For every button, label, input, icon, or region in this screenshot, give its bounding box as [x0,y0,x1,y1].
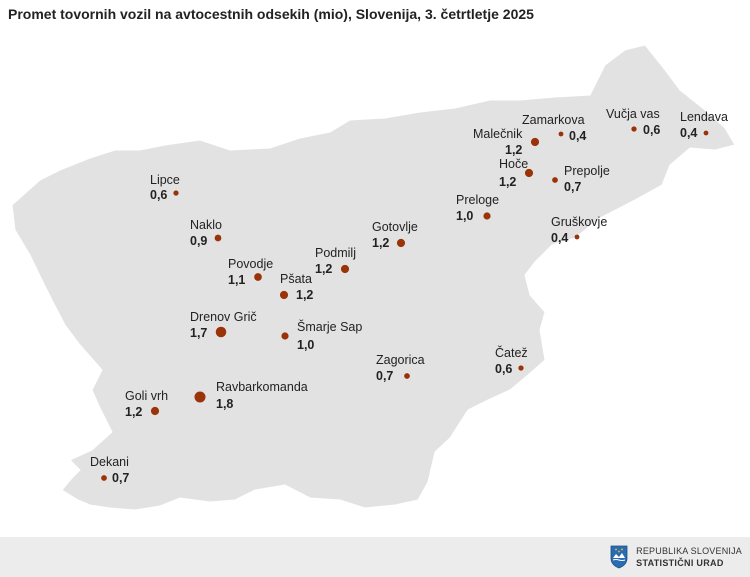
label-name-lipce: Lipce [150,173,180,187]
label-name-dekani: Dekani [90,455,129,469]
marker-povodje [254,273,262,281]
label-name-goli-vrh: Goli vrh [125,389,168,403]
marker-podmilj [340,264,350,274]
location-podmilj: Podmilj 1,2 [315,246,356,276]
marker-psata [279,290,289,300]
location-vucja-vas: Vučja vas 0,6 [606,107,660,137]
label-value-ravbarkomanda: 1,8 [216,397,233,411]
marker-prepolje [552,177,558,183]
marker-drenov-gric [215,326,227,338]
label-value-goli-vrh: 1,2 [125,405,142,419]
label-value-gotovlje: 1,2 [372,236,389,250]
label-name-povodje: Povodje [228,257,273,271]
location-prepolje: Prepolje 0,7 [552,164,610,194]
label-value-povodje: 1,1 [228,273,245,287]
marker-smarje-sap [281,332,289,340]
footer-bar: REPUBLIKA SLOVENIJA STATISTIČNI URAD [0,537,750,577]
label-name-catez: Čatež [495,345,528,360]
marker-hoce [524,168,534,178]
map-title: Promet tovornih vozil na avtocestnih ods… [8,6,534,22]
marker-vucja-vas [631,126,637,132]
label-name-lendava: Lendava [680,110,728,124]
label-value-psata: 1,2 [296,288,313,302]
marker-zagorica [404,373,410,379]
label-value-drenov-gric: 1,7 [190,326,207,340]
marker-zamarkova [558,131,564,137]
label-name-zamarkova: Zamarkova [522,113,585,127]
label-value-catez: 0,6 [495,362,512,376]
label-value-malecnik: 1,2 [505,143,522,157]
marker-gruskovje [574,234,580,240]
location-hoce: Hoče 1,2 [499,157,534,189]
slovenia-outline [11,44,736,511]
label-name-malecnik: Malečnik [473,127,523,141]
logo-line1: REPUBLIKA SLOVENIJA [636,546,742,556]
location-naklo: Naklo 0,9 [190,218,222,248]
location-malecnik: Malečnik 1,2 [473,127,540,157]
location-goli-vrh: Goli vrh 1,2 [125,389,168,419]
label-name-smarje-sap: Šmarje Sap [297,319,362,334]
label-name-vucja-vas: Vučja vas [606,107,660,121]
marker-malecnik [530,137,540,147]
label-value-lendava: 0,4 [680,126,697,140]
label-value-vucja-vas: 0,6 [643,123,660,137]
label-value-lipce: 0,6 [150,188,167,202]
location-preloge: Preloge 1,0 [456,193,499,223]
label-name-gotovlje: Gotovlje [372,220,418,234]
marker-lendava [703,130,709,136]
label-name-gruskovje: Gruškovje [551,215,607,229]
label-name-zagorica: Zagorica [376,353,425,367]
label-name-ravbarkomanda: Ravbarkomanda [216,380,308,394]
marker-dekani [101,475,107,481]
location-psata: Pšata 1,2 [279,272,313,302]
marker-goli-vrh [150,406,160,416]
label-name-preloge: Preloge [456,193,499,207]
label-value-preloge: 1,0 [456,209,473,223]
label-value-gruskovje: 0,4 [551,231,568,245]
marker-preloge [483,212,491,220]
label-value-hoce: 1,2 [499,175,516,189]
label-value-podmilj: 1,2 [315,262,332,276]
location-gruskovje: Gruškovje 0,4 [551,215,607,245]
label-name-naklo: Naklo [190,218,222,232]
label-value-zagorica: 0,7 [376,369,393,383]
location-ravbarkomanda: Ravbarkomanda 1,8 [194,380,308,411]
logo-line2: STATISTIČNI URAD [636,558,724,568]
location-povodje: Povodje 1,1 [228,257,273,287]
marker-lipce [173,190,179,196]
label-value-naklo: 0,9 [190,234,207,248]
marker-catez [518,365,524,371]
label-name-psata: Pšata [280,272,312,286]
label-value-smarje-sap: 1,0 [297,338,314,352]
location-gotovlje: Gotovlje 1,2 [372,220,418,250]
label-value-zamarkova: 0,4 [569,129,586,143]
location-zamarkova: Zamarkova 0,4 [522,113,586,143]
label-name-drenov-gric: Drenov Grič [190,310,257,324]
label-name-hoce: Hoče [499,157,528,171]
label-name-prepolje: Prepolje [564,164,610,178]
surs-logo: REPUBLIKA SLOVENIJA STATISTIČNI URAD [610,545,742,569]
marker-naklo [214,234,222,242]
label-name-podmilj: Podmilj [315,246,356,260]
location-dekani: Dekani 0,7 [90,455,129,485]
location-smarje-sap: Šmarje Sap 1,0 [281,319,362,352]
marker-ravbarkomanda [194,391,206,403]
location-lendava: Lendava 0,4 [680,110,728,140]
coat-of-arms-icon [610,545,628,569]
location-zagorica: Zagorica 0,7 [376,353,425,383]
marker-gotovlje [396,238,406,248]
location-catez: Čatež 0,6 [495,345,528,376]
label-value-dekani: 0,7 [112,471,129,485]
location-drenov-gric: Drenov Grič 1,7 [190,310,257,340]
label-value-prepolje: 0,7 [564,180,581,194]
